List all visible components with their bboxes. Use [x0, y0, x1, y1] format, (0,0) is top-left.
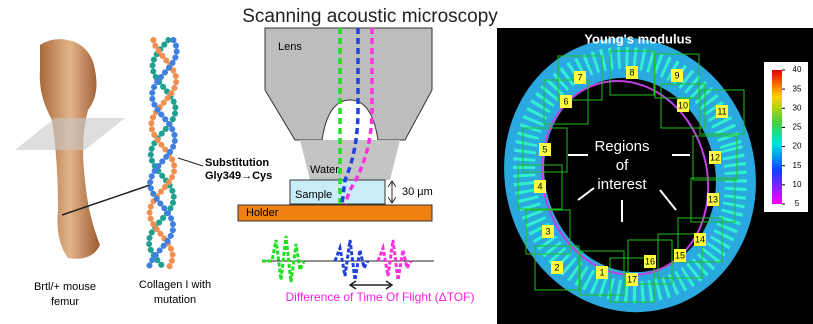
- sample-label: Sample: [295, 189, 332, 201]
- region-number: 6: [563, 96, 568, 106]
- colorbar: [772, 70, 782, 204]
- colorbar-label: 30: [793, 103, 802, 112]
- tof-label: Difference of Time Of Flight (ΔTOF): [286, 290, 475, 304]
- region-number: 13: [708, 194, 718, 204]
- region-number: 7: [577, 72, 582, 82]
- region-number: 3: [545, 226, 550, 236]
- femur-label: femur: [51, 296, 79, 308]
- green-echo: [262, 236, 304, 282]
- region-number: 8: [629, 67, 634, 77]
- tof-arrow: [350, 281, 392, 289]
- mutation-label: Substitution: [205, 157, 269, 169]
- colorbar-label: 40: [793, 65, 802, 74]
- colorbar-label: 10: [793, 180, 802, 189]
- section-plane: [15, 118, 125, 150]
- thickness-label: 30 µm: [402, 186, 433, 198]
- regions-label: interest: [597, 176, 647, 193]
- region-number: 15: [675, 250, 685, 260]
- collagen-panel: Substitution Gly349→Cys Collagen I with …: [139, 40, 272, 306]
- region-number: 17: [627, 274, 637, 284]
- lens-label: Lens: [278, 41, 302, 53]
- thickness-arrow: [388, 181, 396, 203]
- region-number: 1: [599, 267, 604, 277]
- region-number: 9: [674, 70, 679, 80]
- regions-label: of: [616, 157, 629, 174]
- mutation-label: Gly349→Cys: [205, 170, 272, 182]
- region-number: 5: [542, 144, 547, 154]
- region-number: 10: [678, 100, 688, 110]
- map-title: Young's modulus: [584, 31, 692, 46]
- region-number: 11: [717, 106, 726, 116]
- region-number: 12: [710, 152, 720, 162]
- water-label: Water: [310, 164, 339, 176]
- femur-label: Brtl/+ mouse: [34, 281, 96, 293]
- region-number: 2: [554, 262, 559, 272]
- colorbar-label: 35: [793, 84, 802, 93]
- collagen-label: mutation: [154, 294, 196, 306]
- colorbar-label: 25: [793, 123, 802, 132]
- region-number: 4: [537, 181, 542, 191]
- pointer: [178, 158, 203, 166]
- colorbar-label: 5: [795, 199, 800, 208]
- region-number: 16: [645, 256, 655, 266]
- figure: Scanning acoustic microscopy Brtl/+ mous…: [0, 0, 813, 324]
- region-number: 14: [695, 234, 705, 244]
- femur-panel: Brtl/+ mouse femur: [15, 39, 150, 308]
- collagen-label: Collagen I with: [139, 279, 211, 291]
- colorbar-label: 20: [793, 142, 802, 151]
- colorbar-label: 15: [793, 161, 802, 170]
- modulus-panel: Young's modulus Regions of interest 1234…: [497, 28, 813, 324]
- holder-label: Holder: [246, 207, 279, 219]
- sam-panel: Lens Water Sample 30 µm Holder Differenc…: [238, 28, 474, 304]
- figure-title: Scanning acoustic microscopy: [242, 6, 498, 27]
- regions-label: Regions: [594, 138, 649, 155]
- blue-echo: [335, 240, 368, 280]
- magenta-echo: [378, 240, 411, 280]
